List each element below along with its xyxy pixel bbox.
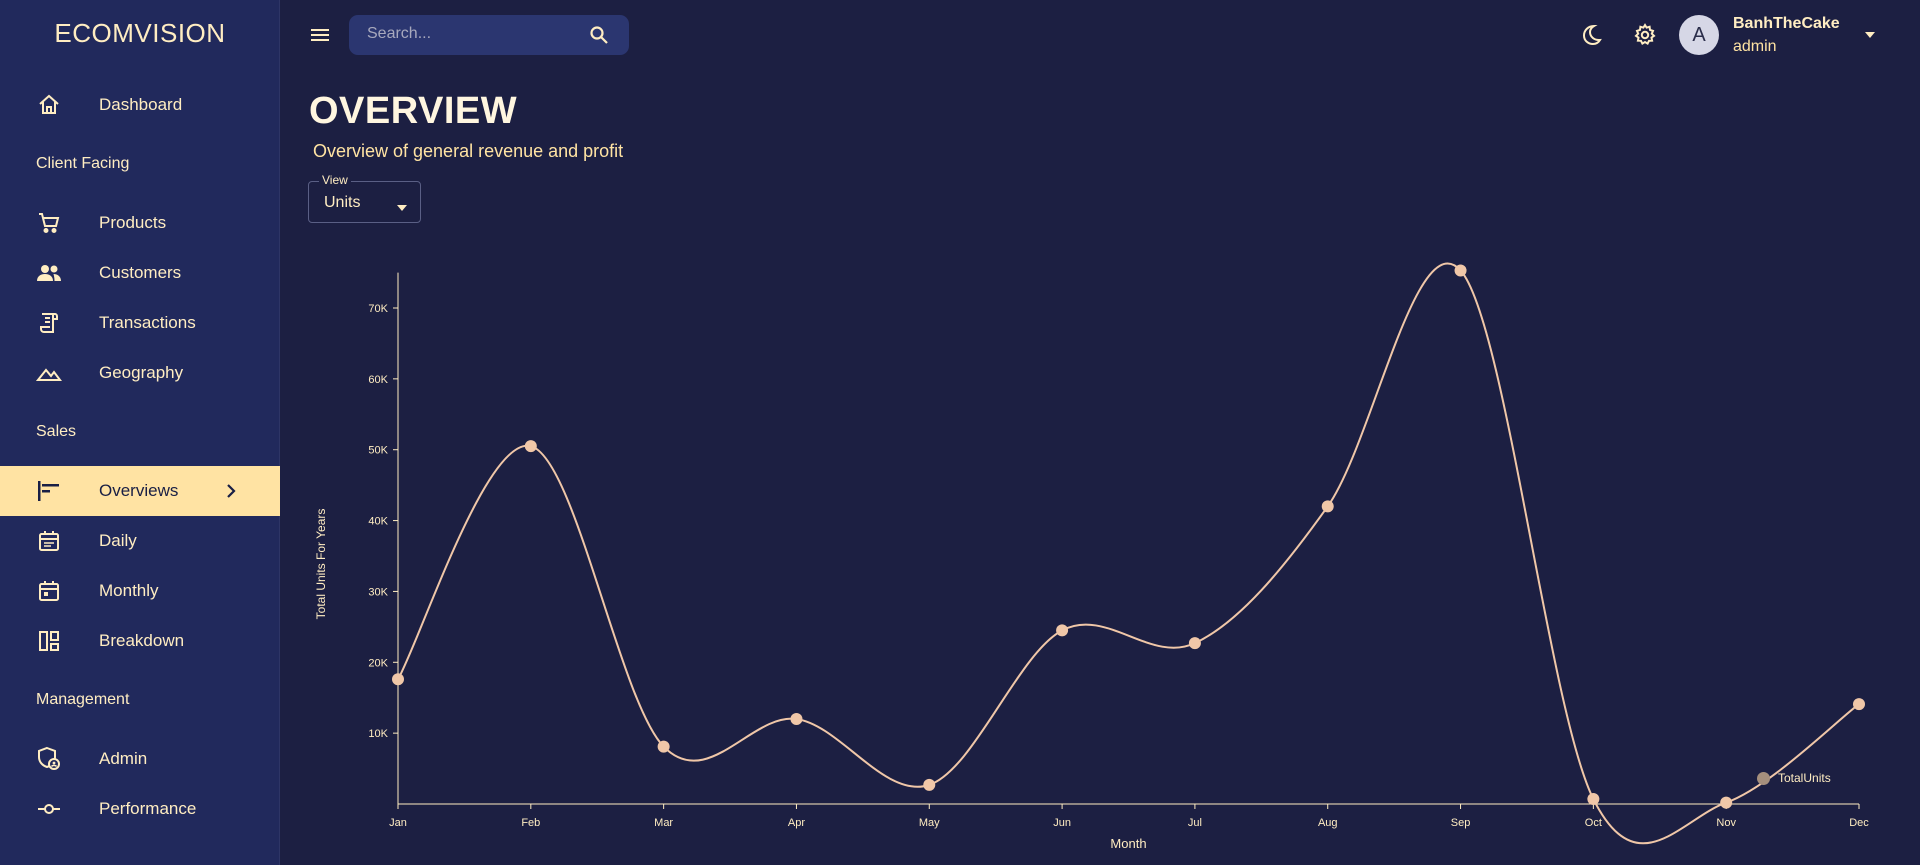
x-tick-label: Sep	[1451, 817, 1471, 829]
x-tick-label: Jun	[1053, 817, 1071, 829]
sidebar-item-label: Daily	[99, 531, 137, 551]
x-tick-label: Jul	[1188, 817, 1202, 829]
data-point	[1720, 797, 1732, 809]
x-tick-label: May	[919, 817, 940, 829]
sidebar-item-geography[interactable]: Geography	[0, 348, 280, 398]
legend-symbol	[1757, 772, 1770, 785]
nav-section-sales: Sales	[0, 398, 280, 466]
data-point	[658, 741, 670, 753]
x-tick-label: Nov	[1716, 817, 1736, 829]
units-line-chart: 10K 20K 30K 40K 50K 60K 70K Jan Feb Mar Apr May Jun J…	[281, 250, 1920, 865]
sidebar-item-customers[interactable]: Customers	[0, 248, 280, 298]
sidebar-item-monthly[interactable]: Monthly	[0, 566, 280, 616]
y-tick-label: 40K	[368, 516, 388, 528]
data-point	[923, 779, 935, 791]
page-title: OVERVIEW	[309, 90, 517, 133]
x-tick-label: Oct	[1585, 817, 1602, 829]
chart-svg: 10K 20K 30K 40K 50K 60K 70K Jan Feb Mar Apr May Jun J…	[281, 250, 1920, 865]
sidebar-item-products[interactable]: Products	[0, 198, 280, 248]
sidebar-item-label: Products	[99, 213, 166, 233]
series-line-totalunits	[398, 264, 1859, 844]
search-input[interactable]	[367, 25, 577, 43]
sidebar-item-label: Admin	[99, 749, 147, 769]
home-icon	[36, 92, 62, 118]
data-point	[525, 440, 537, 452]
view-select-value: Units	[324, 194, 360, 212]
sidebar-item-dashboard[interactable]: Dashboard	[0, 80, 280, 130]
x-tick-label: Apr	[788, 817, 805, 829]
calendar-month-icon	[36, 578, 62, 604]
sidebar-item-label: Breakdown	[99, 631, 184, 651]
caret-down-icon	[396, 199, 408, 217]
y-tick-label: 20K	[368, 657, 388, 669]
data-point	[1853, 698, 1865, 710]
sidebar-item-breakdown[interactable]: Breakdown	[0, 616, 280, 666]
x-axis-label: Month	[1110, 836, 1146, 851]
chart-legend: TotalUnits	[1757, 771, 1831, 785]
user-name: BanhTheCake	[1733, 15, 1840, 33]
sidebar-nav: Dashboard Client Facing Products Custome…	[0, 80, 280, 834]
x-tick-label: Jan	[389, 817, 407, 829]
brand-logo: ECOMVISION	[0, 18, 280, 49]
sidebar-item-label: Geography	[99, 363, 183, 383]
nav-section-management: Management	[0, 666, 280, 734]
y-tick-label: 50K	[368, 445, 388, 457]
admin-shield-icon	[36, 746, 62, 772]
data-point	[1587, 793, 1599, 805]
sidebar-item-label: Transactions	[99, 313, 196, 333]
x-tick-label: Dec	[1849, 817, 1869, 829]
data-point	[1056, 624, 1068, 636]
dashboard-layout-icon	[36, 628, 62, 654]
view-select[interactable]: View Units	[308, 181, 421, 223]
calendar-icon	[36, 528, 62, 554]
bar-chart-horizontal-icon	[36, 478, 62, 504]
sidebar: ECOMVISION Dashboard Client Facing Produ…	[0, 0, 280, 865]
y-tick-label: 60K	[368, 374, 388, 386]
receipt-icon	[36, 310, 62, 336]
user-role: admin	[1733, 38, 1777, 56]
sidebar-item-label: Monthly	[99, 581, 159, 601]
data-point	[1189, 637, 1201, 649]
search-bar	[349, 15, 629, 55]
x-tick-label: Feb	[521, 817, 540, 829]
y-tick-label: 30K	[368, 586, 388, 598]
data-point	[790, 713, 802, 725]
chevron-right-icon	[222, 482, 240, 505]
sidebar-item-overviews[interactable]: Overviews	[0, 466, 280, 516]
view-select-label: View	[319, 173, 351, 187]
y-axis-label: Total Units For Years	[314, 509, 328, 620]
people-icon	[36, 260, 62, 286]
terrain-icon	[36, 360, 62, 386]
sidebar-item-label: Overviews	[99, 481, 178, 501]
data-point	[1322, 500, 1334, 512]
x-tick-label: Mar	[654, 817, 673, 829]
sidebar-item-admin[interactable]: Admin	[0, 734, 280, 784]
settings-gear-icon[interactable]	[1633, 23, 1657, 52]
search-icon[interactable]	[589, 25, 609, 50]
data-point	[392, 673, 404, 685]
dark-mode-icon[interactable]	[1579, 23, 1603, 52]
sidebar-item-daily[interactable]: Daily	[0, 516, 280, 566]
x-tick-label: Aug	[1318, 817, 1338, 829]
sidebar-item-performance[interactable]: Performance	[0, 784, 280, 834]
shopping-cart-icon	[36, 210, 62, 236]
caret-down-icon[interactable]	[1863, 28, 1877, 47]
page-subtitle: Overview of general revenue and profit	[313, 141, 623, 162]
sidebar-item-transactions[interactable]: Transactions	[0, 298, 280, 348]
nav-section-client-facing: Client Facing	[0, 130, 280, 198]
y-tick-label: 10K	[368, 728, 388, 740]
legend-label: TotalUnits	[1778, 771, 1831, 785]
sidebar-item-label: Customers	[99, 263, 181, 283]
top-bar: A BanhTheCake admin	[281, 0, 1920, 70]
data-point	[1455, 264, 1467, 276]
menu-icon[interactable]	[310, 23, 330, 52]
avatar[interactable]: A	[1679, 15, 1719, 55]
sidebar-item-label: Dashboard	[99, 95, 182, 115]
y-tick-label: 70K	[368, 303, 388, 315]
commit-icon	[36, 796, 62, 822]
sidebar-item-label: Performance	[99, 799, 196, 819]
